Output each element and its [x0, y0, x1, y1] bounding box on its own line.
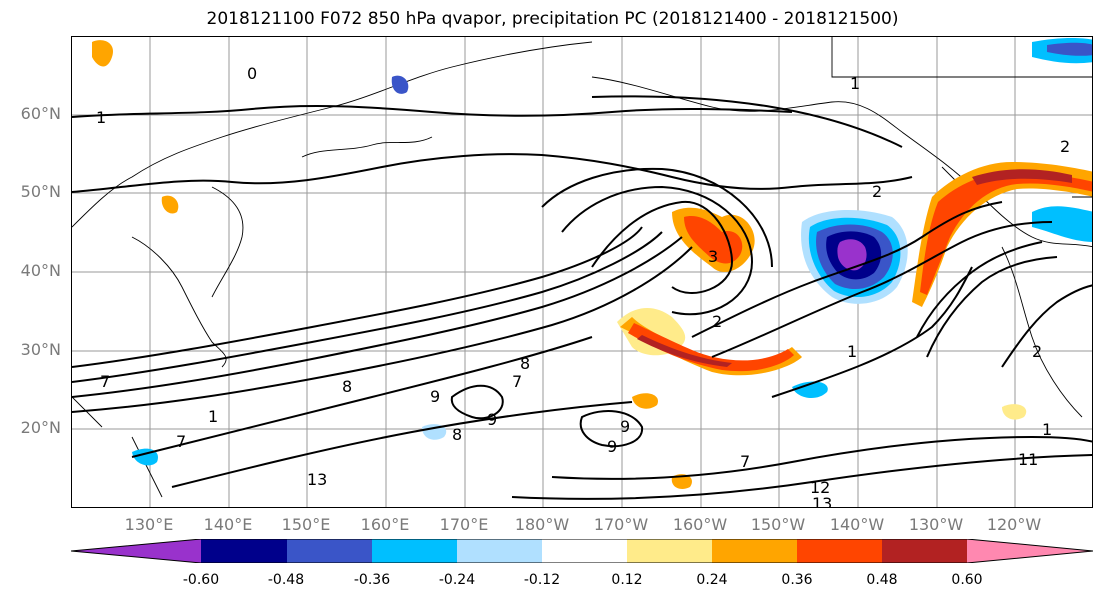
lon-label-160e: 160°E: [360, 515, 410, 534]
contour-label: 11: [1018, 450, 1038, 469]
colorbar-label: -0.36: [353, 572, 391, 588]
contour-label: 9: [487, 410, 497, 429]
contour-lines: [72, 95, 1092, 500]
contour-label: 1: [96, 108, 106, 127]
colorbar-label: -0.12: [523, 572, 561, 588]
contour-label: 9: [620, 417, 630, 436]
contour-label: 7: [740, 452, 750, 471]
contour-label: 1: [208, 407, 218, 426]
contour-label: 9: [607, 437, 617, 456]
coastlines: [72, 37, 1092, 498]
gridlines: [72, 37, 1092, 507]
colorbar-segment: [201, 539, 287, 563]
lat-label-40n: 40°N: [20, 261, 61, 280]
contour-label: 2: [712, 312, 722, 331]
lon-label-140e: 140°E: [203, 515, 253, 534]
contour-label: 2: [1060, 137, 1070, 156]
colorbar-segment: [882, 539, 967, 563]
lat-label-20n: 20°N: [20, 418, 61, 437]
colorbar-label: 0.36: [781, 572, 813, 588]
lon-label-130e: 130°E: [124, 515, 174, 534]
lon-label-160w: 160°W: [672, 515, 728, 534]
contour-label: 0: [247, 64, 257, 83]
contour-label: 7: [512, 372, 522, 391]
colorbar-segment: [71, 539, 201, 563]
lon-label-120w: 120°W: [986, 515, 1042, 534]
contour-label-group: 1 0 1 2 2 3 2 1 7 1 7 8 9 8 9 7 8 9 9 7 …: [96, 64, 1070, 508]
lon-label-130w: 130°W: [908, 515, 964, 534]
contour-label: 3: [708, 247, 718, 266]
contour-label: 1: [1042, 420, 1052, 439]
contour-label: 2: [872, 182, 882, 201]
colorbar-segment: [457, 539, 542, 563]
lon-label-180w: 180°W: [514, 515, 570, 534]
map-title: 2018121100 F072 850 hPa qvapor, precipit…: [206, 9, 899, 29]
colorbar-label: -0.48: [267, 572, 305, 588]
contour-label: 13: [307, 470, 327, 489]
contour-label: 8: [520, 354, 530, 373]
colorbar-segment: [712, 539, 797, 563]
lat-label-30n: 30°N: [20, 340, 61, 359]
lat-label-50n: 50°N: [20, 182, 61, 201]
contour-label: 2: [1032, 342, 1042, 361]
lat-label-60n: 60°N: [20, 104, 61, 123]
contour-label: 13: [812, 494, 832, 508]
lon-label-150e: 150°E: [281, 515, 331, 534]
contour-label: 7: [176, 432, 186, 451]
precip-shading: [92, 37, 1092, 489]
colorbar-segment: [627, 539, 712, 563]
map-canvas: 1 0 1 2 2 3 2 1 7 1 7 8 9 8 9 7 8 9 9 7 …: [72, 37, 1092, 508]
contour-label: 1: [847, 342, 857, 361]
colorbar-label: -0.60: [182, 572, 220, 588]
lon-label-150w: 150°W: [750, 515, 806, 534]
colorbar-segment: [287, 539, 372, 563]
colorbar-segment: [372, 539, 457, 563]
contour-label: 12: [810, 478, 830, 497]
colorbar-label: 0.24: [696, 572, 728, 588]
contour-label: 7: [100, 372, 110, 391]
colorbar-label: -0.24: [438, 572, 476, 588]
lon-label-170w: 170°W: [593, 515, 649, 534]
map-panel: 1 0 1 2 2 3 2 1 7 1 7 8 9 8 9 7 8 9 9 7 …: [71, 36, 1093, 508]
colorbar-segment: [542, 539, 627, 563]
lon-label-170e: 170°E: [439, 515, 489, 534]
colorbar-label: 0.12: [611, 572, 643, 588]
colorbar-label: 0.48: [866, 572, 898, 588]
lon-label-140w: 140°W: [829, 515, 885, 534]
colorbar: [71, 539, 1093, 563]
contour-label: 1: [850, 74, 860, 93]
contour-label: 8: [342, 377, 352, 396]
contour-label: 8: [452, 425, 462, 444]
contour-label: 9: [430, 387, 440, 406]
colorbar-segment: [797, 539, 882, 563]
colorbar-label: 0.60: [951, 572, 983, 588]
colorbar-segment: [967, 539, 1093, 563]
